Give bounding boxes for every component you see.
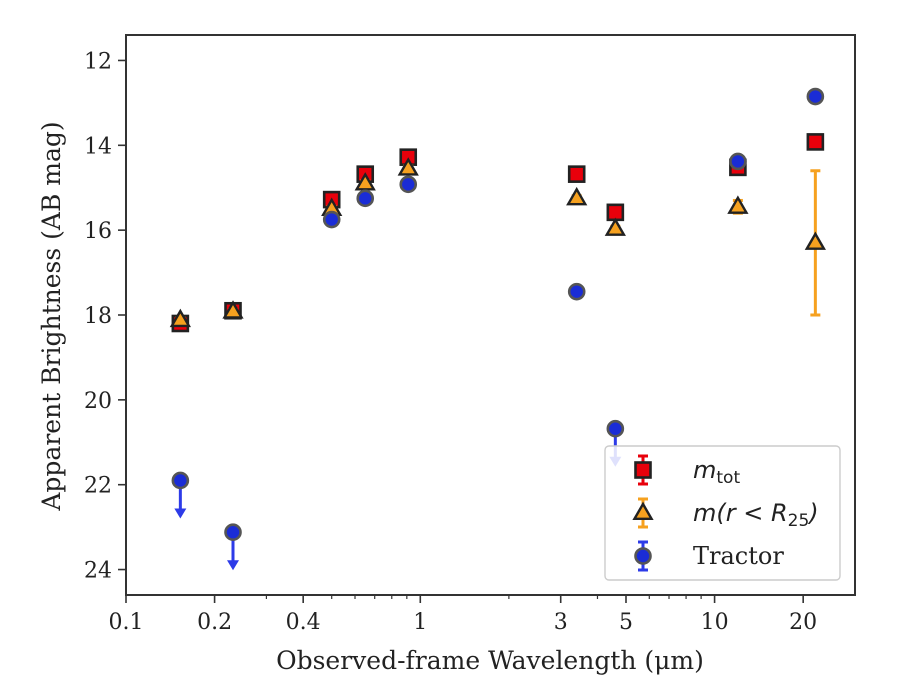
- x-tick-label: 10: [701, 610, 729, 635]
- legend-marker: [634, 547, 652, 565]
- x-tick-label: 5: [619, 610, 633, 635]
- data-point: [397, 157, 419, 176]
- data-point: [727, 195, 749, 214]
- y-tick-label: 14: [84, 134, 112, 159]
- legend-label: mtot: [693, 456, 740, 488]
- upper-limit-arrowhead: [174, 508, 187, 519]
- data-point: [567, 282, 586, 301]
- legend-label: m(r < R25): [693, 499, 819, 531]
- data-point: [806, 87, 825, 106]
- data-point: [356, 189, 375, 208]
- data-marks: [169, 87, 826, 571]
- data-point: [169, 308, 191, 328]
- y-axis-label: Apparent Brightness (AB mag): [37, 121, 66, 511]
- legend-label: Tractor: [693, 542, 784, 570]
- series-tractor: [171, 87, 825, 571]
- x-tick-label: 0.1: [109, 610, 144, 635]
- data-point: [567, 165, 586, 183]
- data-point: [399, 175, 418, 194]
- y-tick-label: 20: [84, 389, 112, 414]
- upper-limit-arrowhead: [227, 560, 240, 571]
- series-m-tot: [171, 133, 825, 333]
- data-point: [804, 231, 826, 250]
- series-m-r25: [169, 157, 826, 328]
- x-tick-label: 1: [413, 610, 427, 635]
- data-point: [354, 172, 376, 191]
- axis-ticks: 0.1 0.2 0.4 1 3 5 10 20 12 14 16 18 20 22 24: [84, 49, 817, 635]
- legend-box: [604, 445, 841, 581]
- data-point: [224, 523, 242, 542]
- y-tick-label: 22: [84, 474, 112, 499]
- x-tick-label: 0.2: [197, 610, 232, 635]
- data-point: [566, 186, 588, 206]
- legend-marker: [632, 501, 654, 521]
- data-point: [171, 471, 190, 490]
- data-point: [222, 300, 244, 319]
- data-point: [806, 133, 825, 151]
- y-tick-label: 16: [84, 219, 112, 244]
- y-tick-label: 24: [84, 559, 112, 584]
- x-axis-label: Observed-frame Wavelength (μm): [276, 646, 704, 675]
- y-tick-label: 12: [84, 49, 112, 74]
- legend-marker: [634, 461, 652, 479]
- data-point: [606, 419, 625, 438]
- data-point: [604, 217, 626, 236]
- data-point: [729, 152, 747, 171]
- x-tick-label: 3: [554, 610, 568, 635]
- x-tick-label: 0.4: [286, 610, 321, 635]
- legend: mtot m(r < R25) Tractor: [604, 445, 841, 581]
- data-point: [322, 210, 341, 229]
- x-tick-label: 20: [789, 610, 817, 635]
- y-tick-label: 18: [84, 304, 112, 329]
